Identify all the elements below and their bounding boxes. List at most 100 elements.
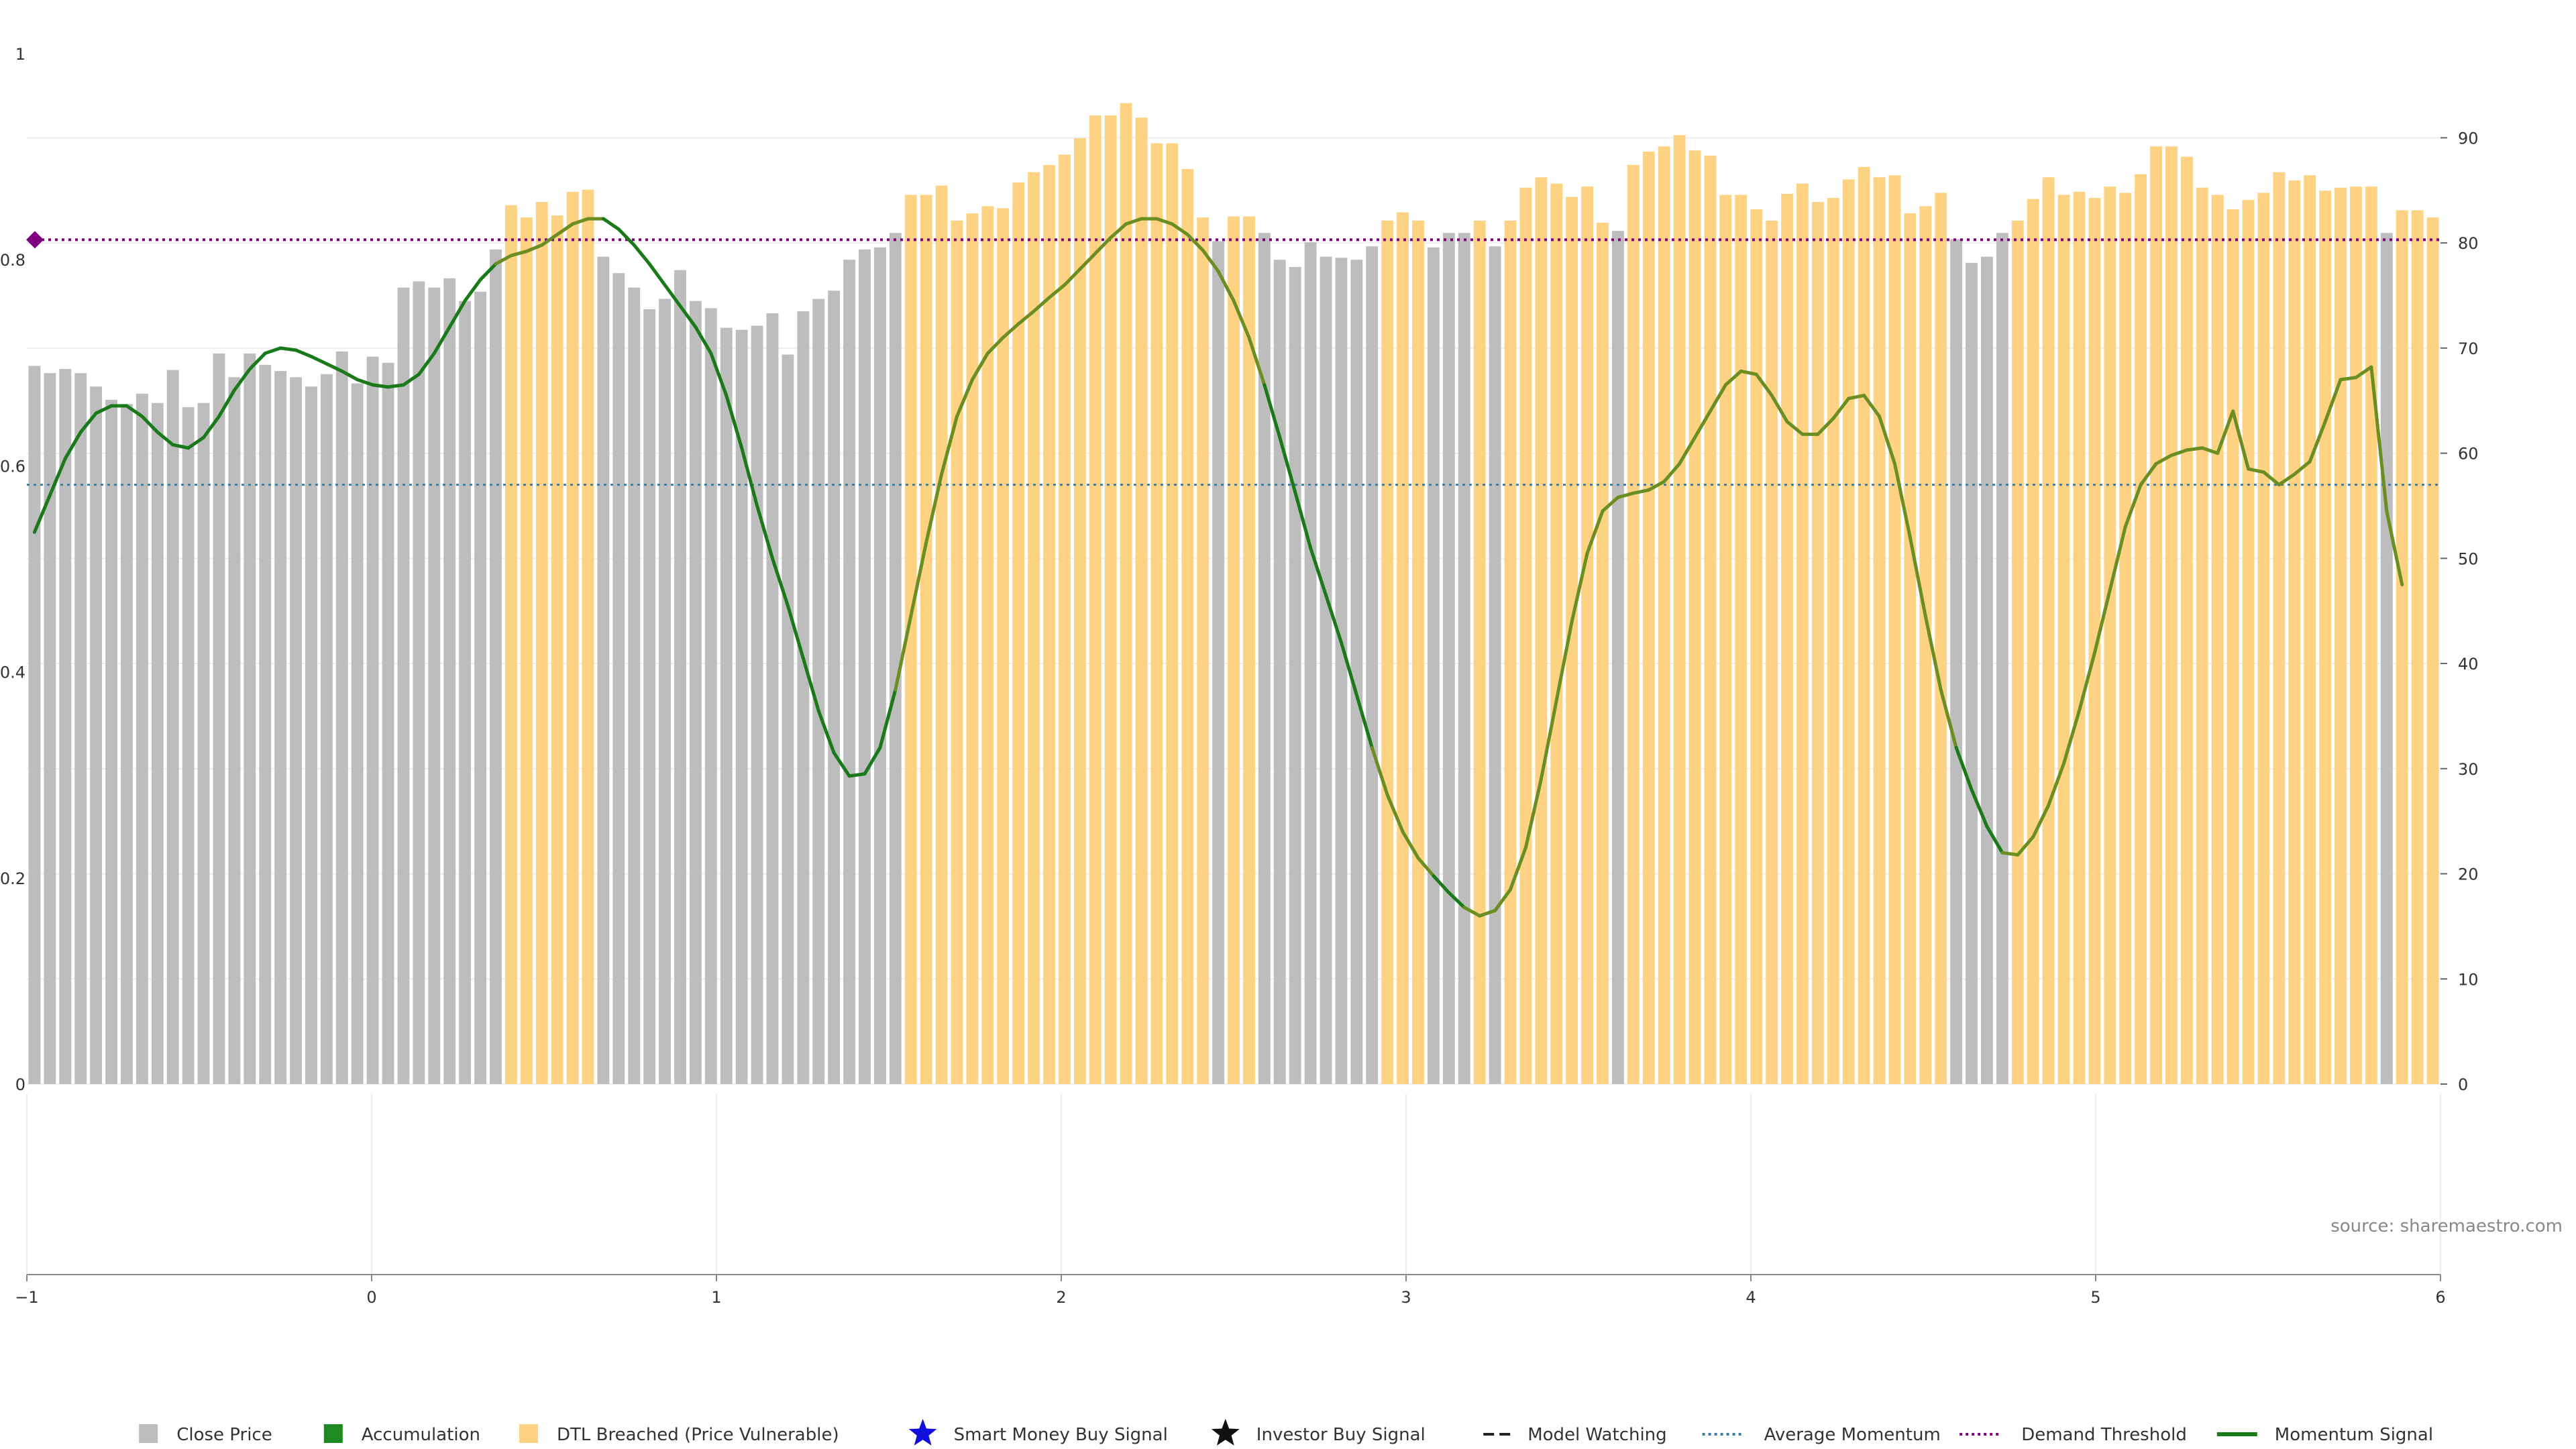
- close-price-bar: [397, 287, 410, 1084]
- momentum-signal-segment: [140, 415, 160, 434]
- momentum-signal-segment: [186, 435, 206, 450]
- dtl-breached-bar: [2027, 199, 2039, 1085]
- momentum-signal-legend-label: Momentum Signal: [2275, 1425, 2433, 1445]
- momentum-signal-segment: [1370, 745, 1389, 797]
- momentum-signal-segment: [1693, 409, 1712, 439]
- momentum-signal-segment: [1723, 369, 1743, 387]
- dtl-breached-bar: [582, 189, 594, 1085]
- close-price-bar: [1966, 262, 1978, 1085]
- close-price-bar: [320, 374, 333, 1084]
- momentum-signal-segment: [571, 217, 590, 226]
- dtl-breached-legend-label: DTL Breached (Price Vulnerable): [557, 1425, 839, 1445]
- momentum-signal-segment: [2077, 651, 2096, 713]
- momentum-signal-segment: [2016, 835, 2035, 857]
- momentum-signal-segment: [2169, 448, 2189, 458]
- close-price-bar: [136, 393, 148, 1084]
- dtl-breached-bar: [2150, 146, 2162, 1085]
- dtl-breached-bar: [2119, 193, 2132, 1084]
- dtl-breached-bar: [1535, 177, 1548, 1084]
- momentum-signal-segment: [1247, 335, 1267, 387]
- close-price-bar: [659, 299, 672, 1084]
- momentum-signal-segment: [970, 352, 989, 382]
- dtl-breached-bar: [1781, 193, 1793, 1084]
- momentum-signal-segment: [309, 354, 329, 366]
- momentum-signal-segment: [1939, 688, 1958, 749]
- momentum-signal-segment: [1109, 222, 1128, 239]
- momentum-signal-segment: [847, 772, 867, 778]
- momentum-signal-segment: [1201, 248, 1220, 273]
- close-price-bar: [674, 270, 686, 1084]
- momentum-signal-segment: [1892, 462, 1912, 539]
- momentum-signal-segment: [2308, 420, 2327, 464]
- dtl-breached-bar: [1104, 115, 1117, 1084]
- dtl-breached-bar: [904, 195, 917, 1084]
- close-price-bar: [197, 402, 210, 1084]
- momentum-signal-segment: [1263, 383, 1282, 439]
- momentum-signal-segment: [940, 415, 959, 476]
- momentum-signal-segment: [832, 751, 851, 778]
- momentum-signal-segment: [924, 472, 944, 545]
- dtl-breached-bar: [1519, 187, 1532, 1085]
- close-price-bars: [28, 103, 2439, 1085]
- dtl-breached-bar: [1028, 172, 1040, 1084]
- momentum-signal-segment: [1339, 641, 1358, 697]
- momentum-signal-segment: [909, 541, 928, 619]
- momentum-signal-segment: [801, 656, 820, 713]
- close-price-bar: [428, 287, 441, 1084]
- close-price-bar: [151, 402, 164, 1084]
- dtl-breached-bar: [1397, 212, 1409, 1085]
- close-price-bar: [90, 386, 103, 1085]
- momentum-signal-series: [32, 217, 2404, 918]
- dtl-breached-bar: [2135, 174, 2147, 1084]
- momentum-signal-segment: [1401, 830, 1420, 860]
- close-price-bar: [889, 233, 902, 1084]
- legend: Close Price Accumulation DTL Breached (Pri…: [139, 1419, 2433, 1446]
- momentum-signal-segment: [1478, 908, 1497, 918]
- x-tick-label: 0: [366, 1288, 376, 1307]
- x-tick-label: 6: [2435, 1288, 2445, 1307]
- momentum-signal-segment: [1385, 793, 1405, 834]
- momentum-signal-segment: [2047, 761, 2066, 808]
- dtl-breached-bar: [1550, 183, 1563, 1084]
- momentum-signal-segment: [1601, 495, 1620, 513]
- momentum-signal-segment: [1847, 393, 1866, 400]
- dtl-breached-bar: [1811, 202, 1824, 1085]
- momentum-signal-segment: [417, 352, 436, 376]
- momentum-signal-segment: [1678, 435, 1697, 466]
- close-price-bar: [474, 291, 486, 1084]
- close-price-bar: [828, 290, 841, 1084]
- close-price-bar: [643, 309, 656, 1085]
- momentum-signal-segment: [2000, 851, 2020, 857]
- close-price-bar: [74, 373, 87, 1085]
- close-price-bar: [1289, 266, 1301, 1084]
- close-price-bar: [1258, 233, 1271, 1084]
- close-price-bar: [1320, 256, 1332, 1084]
- x-tick-label: 3: [1401, 1288, 1411, 1307]
- momentum-signal-segment: [386, 383, 405, 389]
- dtl-breached-bar: [2196, 187, 2208, 1085]
- dtl-breached-bar: [966, 213, 979, 1085]
- dtl-breached-bar: [1073, 138, 1086, 1084]
- momentum-signal-segment: [540, 233, 559, 247]
- momentum-signal-segment: [1309, 546, 1328, 597]
- momentum-signal-segment: [171, 443, 191, 450]
- momentum-signal-segment: [94, 404, 113, 415]
- close-price-bar: [704, 308, 717, 1085]
- y-left-tick-label: 0.2: [0, 869, 25, 888]
- dtl-breached-bar: [1197, 217, 1210, 1084]
- close-price-bar: [628, 287, 641, 1084]
- close-price-bar: [366, 356, 379, 1084]
- dtl-breached-bar: [1673, 135, 1686, 1084]
- momentum-signal-segment: [816, 709, 836, 755]
- momentum-signal-segment: [1554, 619, 1574, 702]
- momentum-signal-segment: [1523, 777, 1543, 849]
- momentum-signal-segment: [1631, 488, 1651, 495]
- dtl-breached-bar: [2211, 195, 2224, 1084]
- close-price-bar: [351, 383, 364, 1084]
- dtl-breached-bar: [981, 206, 994, 1084]
- momentum-signal-segment: [1354, 693, 1374, 749]
- close-price-bar: [228, 377, 241, 1085]
- close-price-bar: [1304, 242, 1317, 1084]
